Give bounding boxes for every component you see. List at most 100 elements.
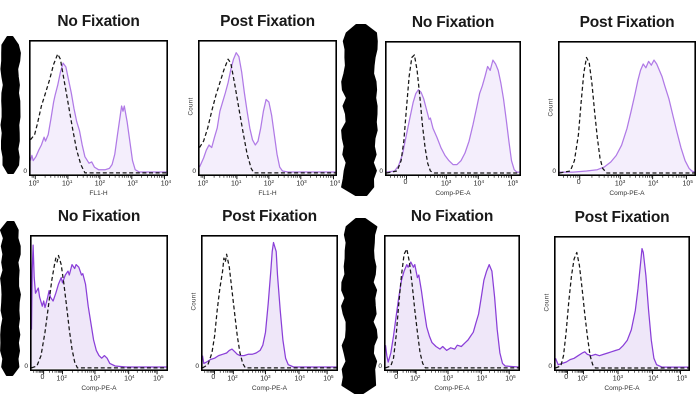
panel-title: Post Fixation (579, 14, 675, 31)
x-tick-label: 105 (682, 179, 693, 188)
y-zero-label: 0 (552, 168, 556, 175)
x-tick-label: 102 (410, 374, 421, 383)
panel-title: No Fixation (411, 14, 495, 31)
x-tick-label: 103 (612, 374, 624, 383)
x-tick-label: 104 (476, 374, 488, 383)
sample-curve (554, 247, 689, 368)
x-tick-label: 105 (676, 374, 687, 383)
x-tick-label: 101 (231, 179, 242, 188)
histogram-plot (554, 236, 690, 375)
x-axis-label: Comp-PE-A (604, 385, 640, 392)
x-tick-label: 103 (442, 374, 454, 383)
sample-curve (386, 59, 520, 173)
control-curve-dashed (30, 53, 167, 174)
x-tick-label: 104 (648, 179, 659, 188)
x-tick-label: 100 (197, 179, 209, 188)
x-tick-label: 103 (614, 179, 626, 188)
redaction-mark (0, 36, 21, 174)
panel-title: Post Fixation (222, 208, 317, 225)
panel-title: No Fixation (57, 13, 140, 30)
plot-border (384, 235, 520, 371)
x-tick-label: 102 (227, 374, 238, 383)
y-zero-label: 0 (23, 168, 27, 175)
x-tick-label: 102 (94, 179, 106, 188)
x-tick-label: 104 (124, 374, 135, 383)
x-tick-label: 0 (564, 374, 569, 381)
x-tick-label: 105 (507, 179, 518, 188)
sample-area (202, 242, 337, 369)
sample-area (559, 60, 695, 174)
x-tick-label: 103 (441, 179, 452, 188)
plot-border (385, 41, 521, 176)
x-tick-label: 104 (160, 179, 172, 188)
x-tick-label: 0 (403, 179, 408, 186)
histogram-plot (29, 40, 168, 180)
x-tick-label: 103 (296, 179, 307, 188)
plot-border (30, 235, 168, 371)
x-tick-label: 0 (40, 374, 45, 381)
x-axis-label: Comp-PE-A (251, 385, 288, 392)
redaction-mark (0, 221, 21, 376)
x-tick-label: 0 (211, 374, 216, 381)
x-tick-label: 102 (263, 179, 275, 188)
control-curve-dashed (555, 251, 689, 369)
control-curve-dashed (385, 248, 519, 369)
plot-border (554, 236, 690, 371)
x-tick-label: 103 (260, 374, 271, 383)
x-tick-label: 101 (62, 179, 73, 188)
y-zero-label: 0 (195, 363, 199, 370)
sample-curve (30, 244, 167, 368)
x-tick-label: 102 (577, 374, 588, 383)
x-tick-label: 0 (394, 374, 399, 381)
x-axis-label: Comp-PE-A (609, 190, 645, 197)
plot-border (201, 235, 338, 371)
x-tick-label: 104 (473, 179, 484, 188)
x-tick-label: 0 (576, 179, 581, 186)
y-zero-label: 0 (379, 168, 383, 175)
x-tick-label: 105 (323, 374, 334, 383)
x-tick-label: 104 (294, 374, 305, 383)
panel-title: No Fixation (410, 208, 494, 225)
x-tick-label: 103 (89, 374, 101, 383)
x-axis-label: Comp-PE-A (434, 385, 470, 392)
sample-curve (384, 261, 519, 368)
redaction-mark (341, 218, 378, 394)
sample-area (30, 63, 167, 174)
redaction-mark (341, 24, 378, 196)
plot-border (29, 40, 168, 176)
panel-title: No Fixation (57, 208, 141, 225)
control-curve-dashed (31, 254, 167, 369)
x-axis-label: Comp-PE-A (435, 190, 471, 197)
panel-title: Post Fixation (574, 209, 670, 226)
x-tick-label: 105 (153, 374, 164, 383)
y-zero-label: 0 (192, 168, 196, 175)
y-zero-label: 0 (548, 363, 552, 370)
histogram-plot (30, 235, 168, 375)
y-zero-label: 0 (24, 363, 28, 370)
sample-area (386, 60, 520, 174)
plot-border (558, 41, 696, 176)
histogram-plot (384, 235, 520, 375)
x-tick-label: 100 (28, 179, 40, 188)
x-tick-label: 104 (648, 374, 659, 383)
plot-border (198, 40, 337, 176)
x-axis-label: FL1-H (89, 190, 108, 197)
x-axis-label: FL1-H (258, 190, 277, 197)
histogram-plot (558, 41, 696, 180)
control-curve-dashed (198, 58, 336, 174)
x-tick-label: 102 (56, 374, 67, 383)
x-tick-label: 104 (329, 179, 341, 188)
sample-curve (201, 241, 337, 368)
panel-title: Post Fixation (220, 13, 315, 30)
sample-curve (29, 62, 167, 173)
sample-curve (198, 52, 336, 173)
x-tick-label: 103 (127, 179, 138, 188)
sample-area (199, 52, 336, 174)
x-tick-label: 105 (505, 374, 516, 383)
histogram-plot (201, 235, 338, 375)
x-axis-label: Comp-PE-A (81, 385, 117, 392)
sample-curve (559, 59, 695, 173)
histogram-plot (198, 40, 337, 180)
